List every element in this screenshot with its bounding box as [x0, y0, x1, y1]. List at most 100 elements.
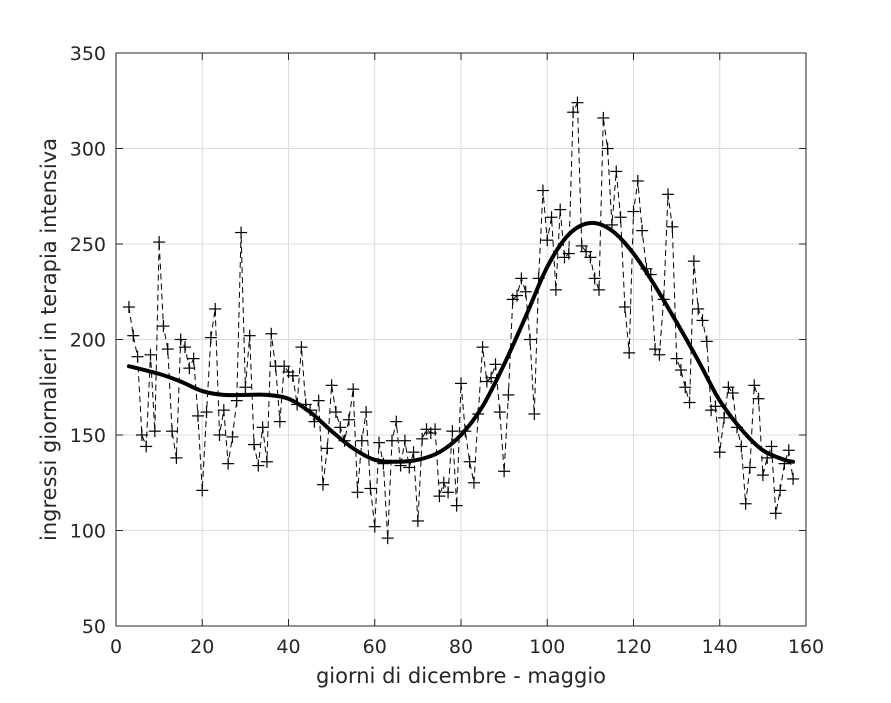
raw-data-point — [131, 350, 144, 363]
raw-data-point — [653, 348, 666, 361]
y-tick-labels: 50 100 150 200 250 300 350 — [70, 43, 106, 638]
ticks — [115, 52, 807, 627]
raw-data-point — [593, 283, 605, 296]
x-tick-label: 120 — [615, 636, 651, 658]
raw-data-point — [148, 425, 161, 438]
raw-data-point — [239, 381, 252, 394]
raw-data-point — [567, 106, 580, 119]
raw-data-point — [700, 335, 713, 348]
raw-data-point — [670, 352, 683, 365]
raw-data-point — [562, 247, 575, 260]
raw-data-point — [623, 346, 636, 359]
raw-data-point — [489, 358, 502, 371]
raw-data-point — [416, 432, 429, 445]
raw-data-point — [692, 302, 705, 315]
raw-data-point — [317, 478, 329, 491]
raw-data-point — [485, 371, 498, 384]
raw-data-point — [631, 174, 644, 187]
raw-data-point — [157, 320, 170, 333]
raw-data-point — [476, 341, 489, 354]
raw-data-point — [243, 329, 256, 342]
raw-data-point — [403, 461, 416, 474]
raw-data-point — [368, 520, 381, 533]
raw-data-point — [222, 457, 235, 470]
raw-data-point — [752, 392, 765, 405]
raw-data-point — [226, 430, 239, 443]
raw-data-point — [347, 383, 360, 396]
raw-data-point — [342, 413, 355, 426]
raw-data-point — [390, 415, 403, 428]
raw-data-point — [601, 142, 614, 155]
raw-data-point — [748, 379, 761, 392]
grid — [116, 53, 806, 626]
raw-data-point — [528, 407, 541, 420]
raw-data-point — [554, 203, 567, 216]
raw-data-point — [536, 184, 549, 197]
raw-data-point — [769, 507, 782, 520]
y-tick-label: 300 — [70, 139, 106, 161]
x-tick-label: 60 — [363, 636, 387, 658]
raw-data-point — [429, 423, 442, 436]
raw-data-point — [515, 272, 528, 285]
x-tick-labels: 0 20 40 60 80 100 120 140 160 — [110, 636, 824, 658]
y-tick-label: 200 — [70, 330, 106, 352]
raw-data-point — [610, 165, 623, 178]
raw-data-point — [765, 440, 778, 453]
raw-data-point — [386, 434, 398, 447]
raw-data-point — [204, 331, 217, 344]
x-tick-label: 140 — [702, 636, 738, 658]
raw-data-point — [687, 255, 700, 268]
raw-data-point — [325, 379, 338, 392]
x-tick-label: 100 — [529, 636, 565, 658]
y-tick-label: 250 — [70, 234, 106, 256]
raw-data-point — [135, 429, 148, 441]
raw-data-point — [739, 497, 752, 510]
raw-data-point — [735, 440, 748, 453]
raw-data-point — [679, 381, 692, 394]
raw-data-point — [511, 289, 524, 302]
y-tick-label: 350 — [70, 43, 106, 65]
raw-data-point — [726, 386, 739, 399]
raw-data-point — [217, 404, 230, 417]
raw-data-point — [519, 285, 532, 298]
raw-data-point — [756, 469, 769, 482]
raw-data-point — [774, 484, 787, 497]
x-tick-label: 160 — [788, 636, 824, 658]
raw-data-point — [674, 364, 687, 377]
raw-data-point — [666, 220, 679, 233]
raw-data-point — [179, 341, 191, 354]
raw-data-point — [437, 476, 450, 489]
raw-data-point — [398, 434, 411, 447]
raw-data-point — [161, 343, 174, 356]
raw-data-point — [618, 301, 631, 314]
raw-data-point — [446, 425, 459, 438]
y-axis-label: ingressi giornalieri in terapia intensiv… — [37, 138, 61, 541]
x-tick-label: 80 — [449, 636, 473, 658]
raw-data-point — [196, 484, 209, 497]
raw-data-point — [256, 421, 269, 434]
x-tick-label: 0 — [110, 636, 122, 658]
raw-data-point — [213, 429, 226, 441]
raw-data-point — [200, 406, 213, 419]
raw-data-point — [498, 465, 511, 478]
raw-data-point — [549, 283, 562, 296]
series-smooth — [126, 220, 796, 464]
smooth-trend-line — [126, 220, 796, 464]
raw-data-point — [683, 396, 696, 409]
x-tick-label: 40 — [276, 636, 300, 658]
raw-data-point — [636, 224, 649, 237]
raw-data-point — [782, 444, 795, 457]
raw-data-point — [545, 211, 558, 224]
raw-data-point — [260, 455, 273, 468]
raw-data-point — [450, 499, 463, 512]
raw-data-point — [455, 377, 467, 390]
raw-data-point — [411, 514, 424, 527]
raw-data-point — [364, 482, 377, 495]
raw-data-point — [709, 400, 722, 413]
raw-data-point — [718, 411, 731, 424]
raw-data-point — [373, 436, 386, 449]
raw-data-point — [252, 459, 265, 472]
raw-data-point — [713, 446, 726, 459]
raw-data-point — [122, 301, 135, 314]
x-axis-label: giorni di dicembre - maggio — [316, 664, 606, 688]
